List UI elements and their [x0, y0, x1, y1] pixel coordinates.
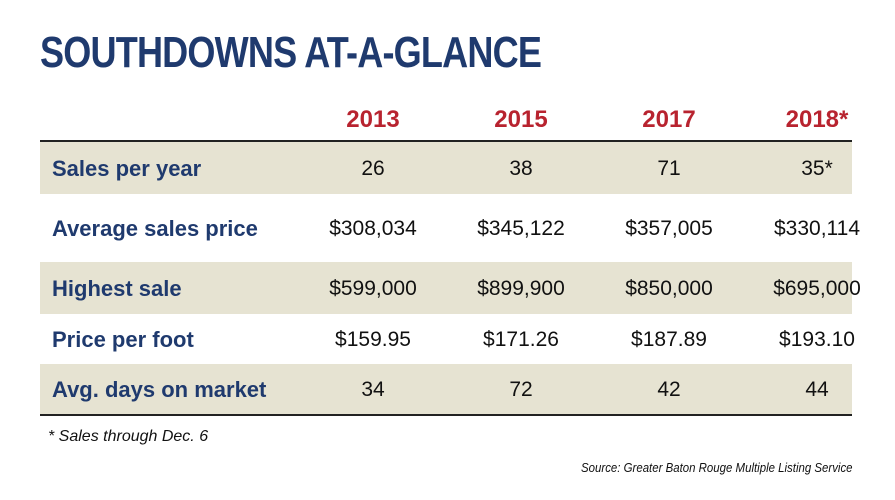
column-header-2013: 2013: [346, 106, 400, 133]
table-row-avg-days-on-market: Avg. days on market 34 72 42 44: [40, 364, 852, 414]
table-cell: 38: [509, 157, 533, 180]
table-cell: $308,034: [329, 217, 417, 240]
row-label: Highest sale: [52, 276, 182, 301]
column-header-2017: 2017: [642, 106, 696, 133]
table-cell: $159.95: [335, 328, 411, 351]
row-label: Avg. days on market: [52, 377, 267, 402]
table-cell: 72: [509, 378, 533, 401]
table-row-highest-sale: Highest sale $599,000 $899,900 $850,000 …: [40, 262, 861, 314]
table-row-price-per-foot: Price per foot $159.95 $171.26 $187.89 $…: [40, 316, 855, 364]
table-cell: 26: [361, 157, 385, 180]
table-header: 2013 2015 2017 2018*: [40, 92, 852, 142]
table-bottom-rule: [40, 414, 852, 416]
table-cell: 71: [657, 157, 681, 180]
table-cell: $899,900: [477, 277, 565, 300]
table-cell: 35*: [801, 157, 833, 180]
column-header-2015: 2015: [494, 106, 548, 133]
table-row-sales-per-year: Sales per year 26 38 71 35*: [40, 142, 852, 194]
source-credit: Source: Greater Baton Rouge Multiple Lis…: [581, 460, 853, 475]
table-cell: $330,114: [773, 217, 861, 240]
table-cell: $599,000: [329, 277, 417, 300]
table-row-average-sales-price: Average sales price $308,034 $345,122 $3…: [40, 200, 860, 258]
footnote: * Sales through Dec. 6: [48, 428, 209, 445]
table-cell: $187.89: [631, 328, 707, 351]
table-cell: $850,000: [625, 277, 713, 300]
row-label: Price per foot: [52, 327, 194, 352]
table-cell: $193.10: [779, 328, 855, 351]
column-header-2018: 2018*: [785, 106, 849, 133]
table-cell: $345,122: [477, 217, 565, 240]
page-title: SOUTHDOWNS AT-A-GLANCE: [40, 28, 542, 77]
table-cell: 42: [657, 378, 681, 401]
table-cell: $357,005: [625, 217, 713, 240]
table-cell: 44: [805, 378, 829, 401]
row-label: Average sales price: [52, 216, 258, 241]
table-cell: 34: [361, 378, 385, 401]
row-label: Sales per year: [52, 156, 202, 181]
table-cell: $695,000: [773, 277, 861, 300]
table-cell: $171.26: [483, 328, 559, 351]
